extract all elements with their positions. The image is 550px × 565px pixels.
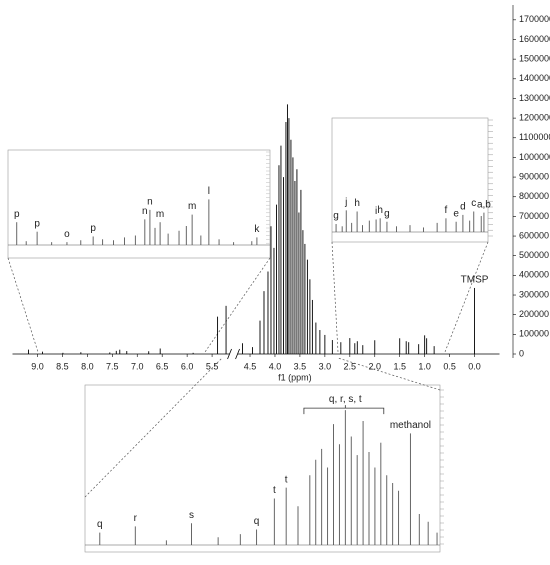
- connector: [7, 257, 39, 353]
- bracket: [303, 405, 385, 415]
- annotation: c: [471, 198, 476, 209]
- annotation: s: [189, 510, 194, 521]
- x-tick-label: 4.5: [244, 361, 257, 371]
- y-tick-label: 1500000: [519, 54, 550, 64]
- axis-break: [227, 348, 232, 360]
- annotation: e: [453, 208, 459, 219]
- y-tick-label: 1200000: [519, 112, 550, 122]
- annotation: t: [285, 474, 288, 485]
- y-tick-label: 100000: [519, 329, 549, 339]
- x-tick-label: 0.5: [443, 361, 456, 371]
- x-tick-label: 4.0: [269, 361, 282, 371]
- annotation: a,b: [477, 199, 491, 210]
- x-tick-label: 3.5: [294, 361, 307, 371]
- inset-boxes: [7, 117, 489, 553]
- connector: [331, 241, 339, 353]
- connector: [84, 357, 223, 498]
- annotation: q, r, s, t: [329, 394, 362, 405]
- annotation: g: [333, 211, 339, 222]
- x-tick-label: 6.0: [181, 361, 194, 371]
- y-tick-label: 1100000: [519, 132, 550, 142]
- annotation: TMSP: [461, 275, 489, 286]
- annotation: t: [273, 485, 276, 496]
- y-tick-label: 1400000: [519, 73, 550, 83]
- annotation: m: [156, 209, 164, 220]
- x-axis-label: f1 (ppm): [278, 372, 312, 382]
- annotation: m: [188, 201, 196, 212]
- x-tick-label: 5.5: [206, 361, 219, 371]
- y-tick-label: 200000: [519, 309, 549, 319]
- x-tick-label: 8.5: [56, 361, 69, 371]
- connector: [204, 257, 271, 353]
- x-tick-label: 3.0: [319, 361, 332, 371]
- annotation: d: [460, 202, 466, 213]
- x-tick-label: 2.0: [369, 361, 382, 371]
- annotation: i: [375, 206, 377, 217]
- y-tick-label: 300000: [519, 289, 549, 299]
- annotation: h: [377, 205, 383, 216]
- y-tick-label: 1300000: [519, 93, 550, 103]
- x-tick-label: 9.0: [31, 361, 44, 371]
- connectors: [7, 241, 489, 498]
- y-tick-label: 500000: [519, 250, 549, 260]
- annotation: l: [208, 186, 210, 197]
- x-tick-label: 1.0: [418, 361, 431, 371]
- y-tick-label: 700000: [519, 211, 549, 221]
- annotation: p: [90, 223, 96, 234]
- x-tick-label: 1.5: [393, 361, 406, 371]
- annotation: f: [445, 205, 448, 216]
- y-tick-label: 900000: [519, 171, 549, 181]
- annotation: o: [64, 229, 70, 240]
- annotation: g: [384, 208, 390, 219]
- axis-break: [235, 348, 240, 360]
- x-tick-label: 7.5: [106, 361, 119, 371]
- y-tick-label: 800000: [519, 191, 549, 201]
- x-tick-label: 8.0: [81, 361, 94, 371]
- annotation: k: [254, 224, 260, 235]
- connector: [337, 357, 441, 391]
- annotation: n: [147, 196, 153, 207]
- inset-aromatic-frame: [7, 149, 271, 259]
- annotation: h: [354, 198, 360, 209]
- x-tick-label: 0.0: [468, 361, 481, 371]
- x-tick-label: 2.5: [344, 361, 357, 371]
- y-tick-label: 400000: [519, 270, 549, 280]
- connector: [444, 241, 489, 353]
- y-tick-label: 1600000: [519, 34, 550, 44]
- x-tick-label: 7.0: [131, 361, 144, 371]
- y-tick-label: 1700000: [519, 14, 550, 24]
- y-tick-label: 0: [519, 348, 524, 358]
- y-tick-label: 600000: [519, 230, 549, 240]
- inset-aliphatic-frame: [331, 117, 489, 243]
- annotation: n: [142, 206, 148, 217]
- y-tick-label: 1000000: [519, 152, 550, 162]
- annotation: p: [14, 209, 20, 220]
- annotation: r: [134, 513, 138, 524]
- x-tick-label: 6.5: [156, 361, 169, 371]
- annotation: p: [34, 218, 40, 229]
- annotation: methanol: [390, 420, 431, 431]
- annotation: q: [97, 519, 103, 530]
- annotation: j: [344, 197, 347, 208]
- annotation: q: [254, 516, 260, 527]
